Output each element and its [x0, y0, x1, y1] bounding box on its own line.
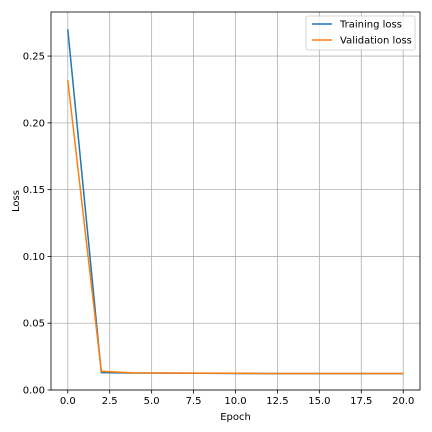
y-tick-label: 0.25	[23, 52, 45, 63]
x-tick-label: 12.5	[266, 396, 288, 407]
y-tick-label: 0.00	[23, 386, 45, 397]
series-lines	[67, 29, 404, 375]
y-axis-ticks: 0.00 0.05 0.10 0.15 0.20 0.25	[23, 52, 51, 397]
x-tick-label: 5.0	[144, 396, 160, 407]
x-tick-label: 10.0	[224, 396, 246, 407]
y-tick-label: 0.15	[23, 185, 45, 196]
y-tick-label: 0.20	[23, 118, 45, 129]
x-tick-label: 7.5	[186, 396, 202, 407]
x-axis-label: Epoch	[220, 412, 251, 423]
legend-box	[305, 15, 416, 51]
legend-label-validation: Validation loss	[340, 36, 412, 47]
y-tick-label: 0.10	[23, 252, 45, 263]
legend: Training loss Validation loss	[305, 15, 416, 51]
series-line-validation-loss	[67, 80, 404, 375]
x-axis-ticks: 0.0 2.5 5.0 7.5 10.0 12.5 15.0 17.5 20.0	[60, 390, 414, 407]
grid-lines	[51, 12, 420, 391]
x-tick-label: 20.0	[392, 396, 414, 407]
x-tick-label: 2.5	[102, 396, 118, 407]
x-tick-label: 0.0	[60, 396, 76, 407]
y-tick-label: 0.05	[23, 319, 45, 330]
x-tick-label: 17.5	[350, 396, 372, 407]
x-tick-label: 15.0	[308, 396, 330, 407]
legend-label-training: Training loss	[339, 20, 402, 31]
y-axis-label: Loss	[11, 190, 22, 212]
